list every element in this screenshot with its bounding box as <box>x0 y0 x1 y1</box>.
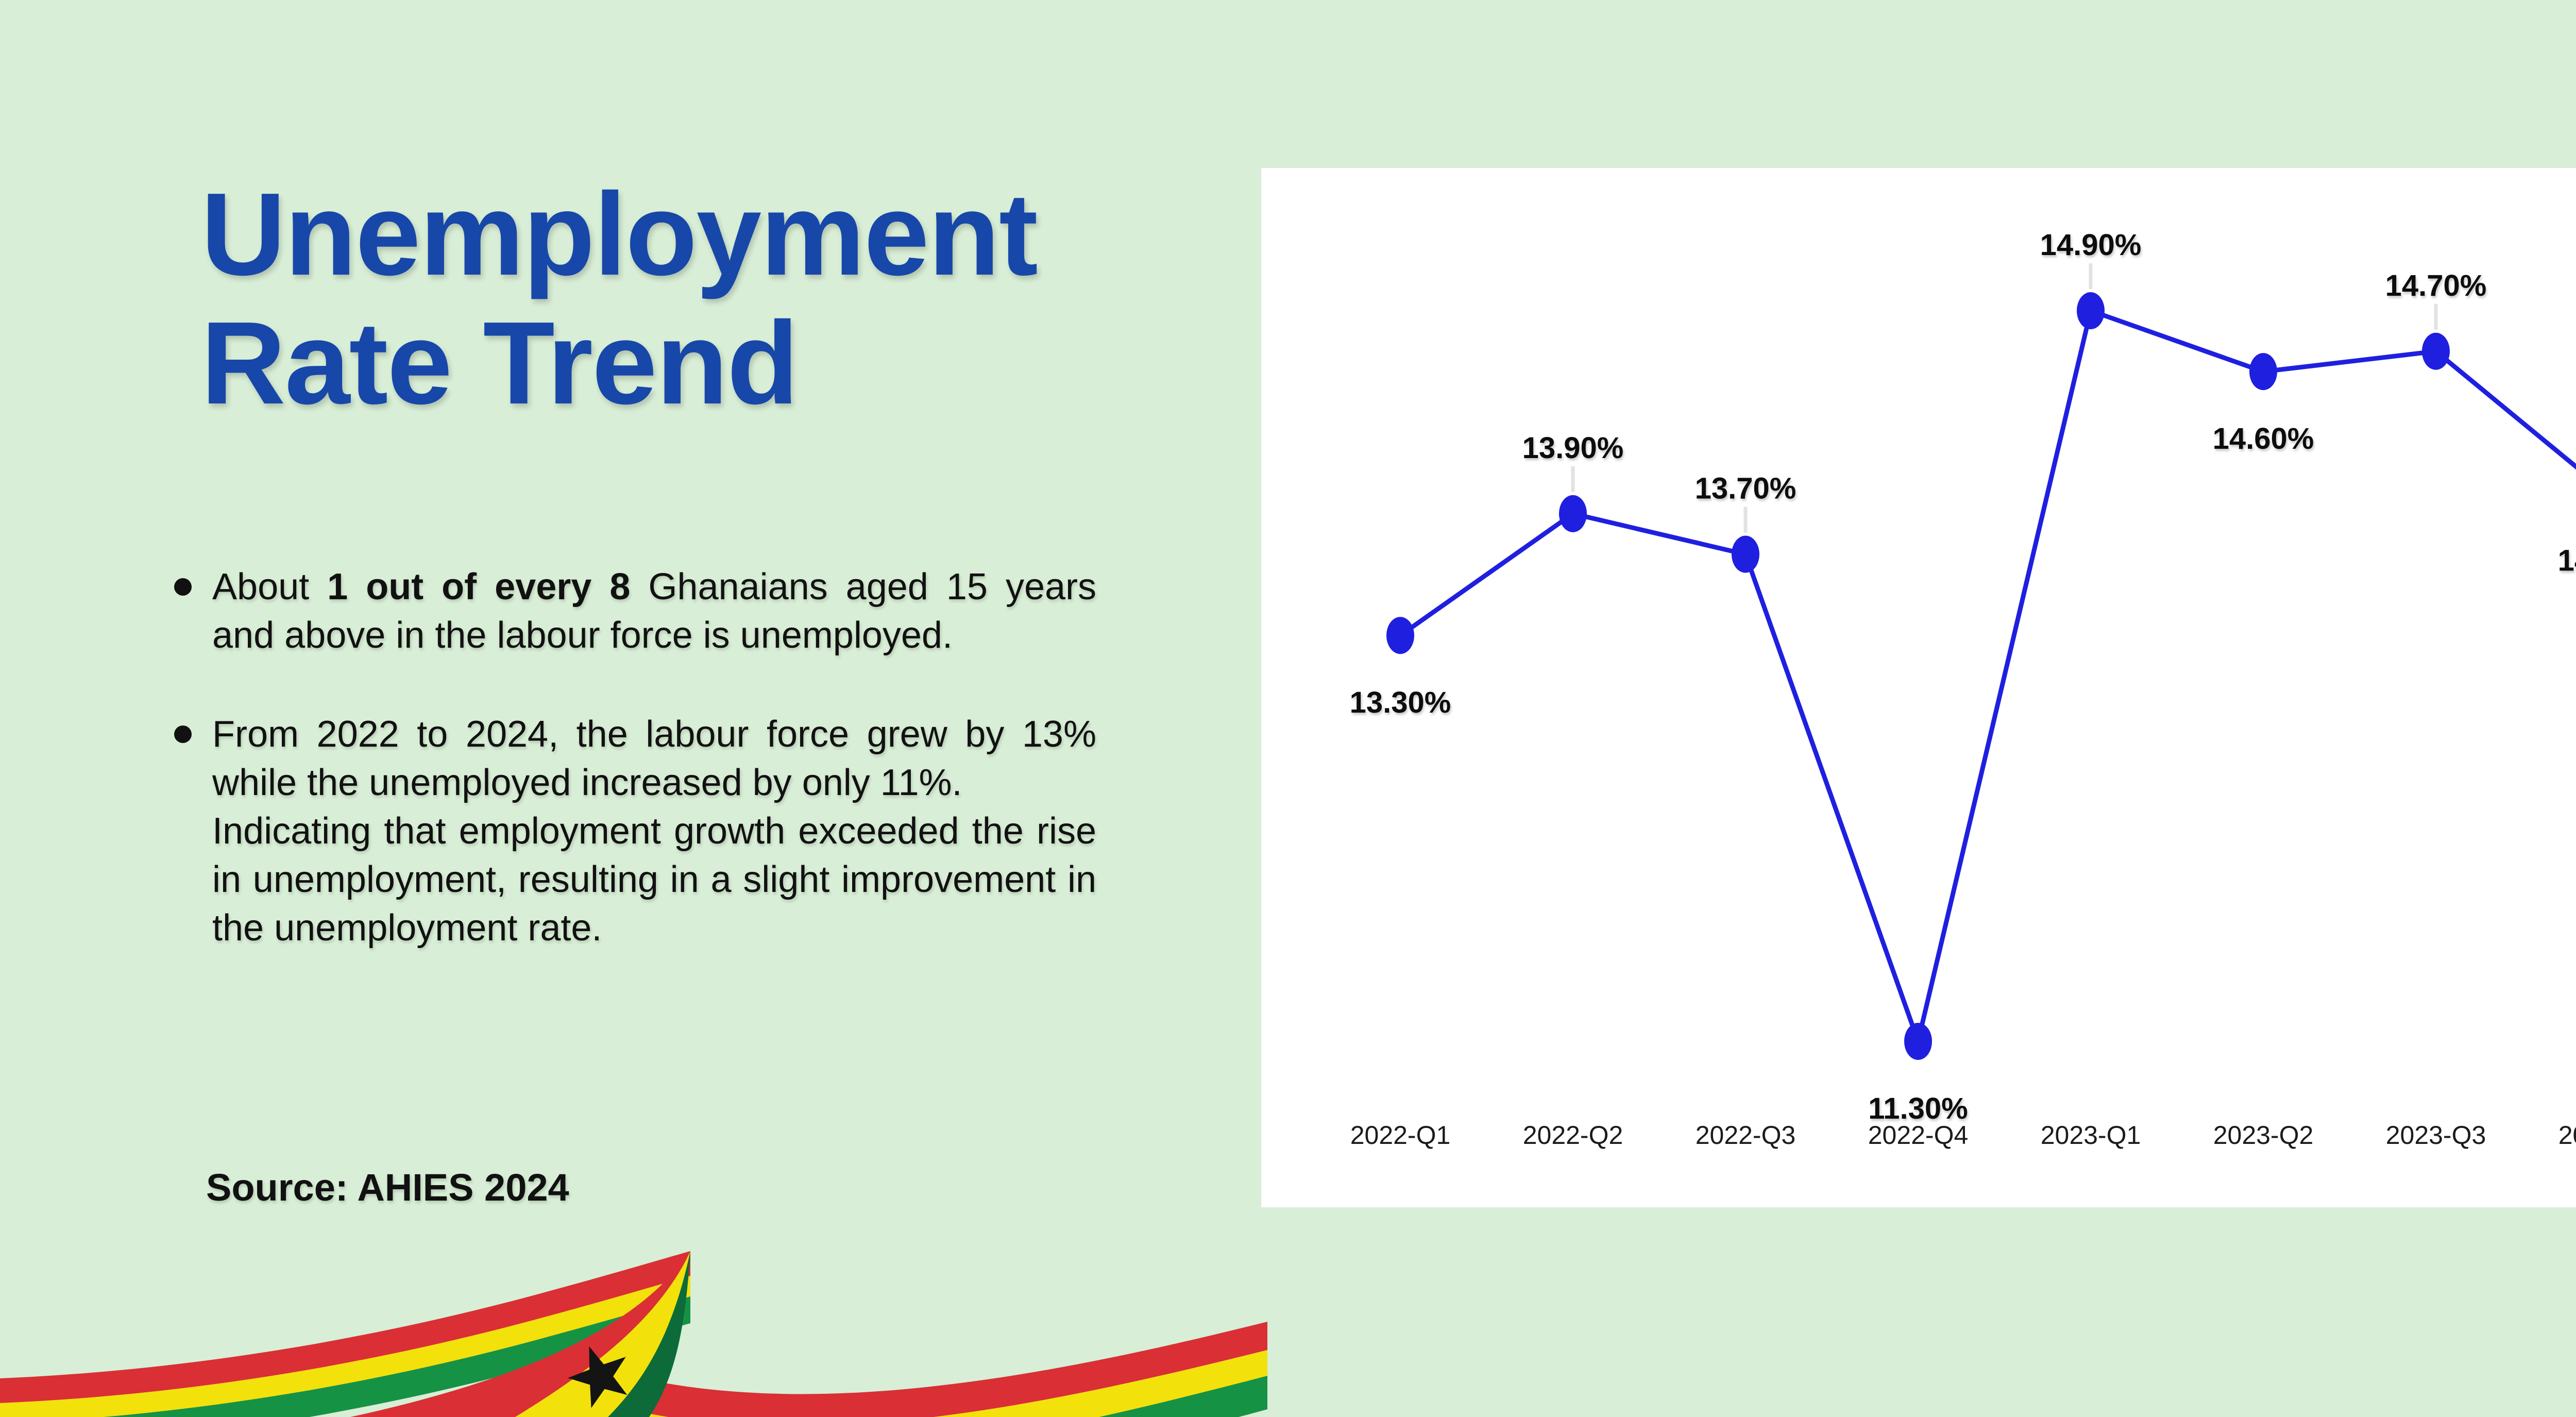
axis-label: 2022-Q3 <box>1696 1121 1796 1150</box>
page-title-line2: Rate Trend <box>201 298 799 429</box>
data-point <box>2077 292 2105 329</box>
data-label: 13.70% <box>1695 472 1797 505</box>
data-point <box>2249 353 2277 391</box>
data-label: 14.00% <box>2558 544 2576 578</box>
axis-label: 2022-Q1 <box>1350 1121 1451 1150</box>
trend-chart-svg: 13.30% 2022-Q1 13.90% 2022-Q2 13.70% 2022-Q3 1… <box>1350 228 2576 1150</box>
data-label: 13.30% <box>1350 686 1451 719</box>
bullet-2-paragraph-1: From 2022 to 2024, the labour force grew… <box>212 714 1096 803</box>
data-point <box>1732 535 1759 573</box>
list-item: About 1 out of every 8 Ghanaians aged 15… <box>174 563 1096 660</box>
chart-line <box>1399 308 2576 1050</box>
bullet-dot-icon <box>174 726 192 743</box>
page-title: Unemployment Rate Trend <box>201 170 1257 428</box>
axis-label: 2023-Q1 <box>2041 1121 2141 1150</box>
axis-label: 2023-Q2 <box>2213 1121 2314 1150</box>
bullet-text-2: From 2022 to 2024, the labour force grew… <box>212 710 1096 952</box>
page-title-line1: Unemployment <box>201 169 1038 300</box>
key-findings-list: About 1 out of every 8 Ghanaians aged 15… <box>174 563 1096 1003</box>
data-label: 14.70% <box>2385 269 2487 302</box>
data-label: 14.90% <box>2040 228 2142 262</box>
data-label: 11.30% <box>1868 1092 1968 1125</box>
data-point <box>1904 1023 1932 1060</box>
axis-label: 2023-Q3 <box>2386 1121 2486 1150</box>
data-point <box>2422 332 2450 370</box>
unemployment-trend-chart-panel: 13.30% 2022-Q1 13.90% 2022-Q2 13.70% 2022-Q3 1… <box>1261 168 2576 1207</box>
ghana-flag-ribbon <box>0 1251 1267 1417</box>
axis-label: 2022-Q2 <box>1523 1121 1623 1150</box>
data-point <box>1386 617 1414 654</box>
data-point <box>1559 495 1587 532</box>
bullet-2-paragraph-2: Indicating that employment growth exceed… <box>212 811 1096 949</box>
list-item: From 2022 to 2024, the labour force grew… <box>174 710 1096 952</box>
axis-label: 2023-Q4 <box>2558 1121 2576 1150</box>
black-star-icon <box>568 1346 628 1408</box>
axis-label: 2022-Q4 <box>1868 1121 1969 1150</box>
bullet-bold-phrase: 1 out of every 8 <box>327 566 631 608</box>
bullet-text-1: About 1 out of every 8 Ghanaians aged 15… <box>212 566 1097 656</box>
source-caption: Source: AHIES 2024 <box>206 1166 569 1209</box>
flag-fold <box>350 1251 690 1417</box>
data-label: 14.60% <box>2213 422 2314 456</box>
flag-right-wave <box>608 1322 1267 1417</box>
bullet-dot-icon <box>174 578 192 596</box>
data-label: 13.90% <box>1522 431 1624 465</box>
